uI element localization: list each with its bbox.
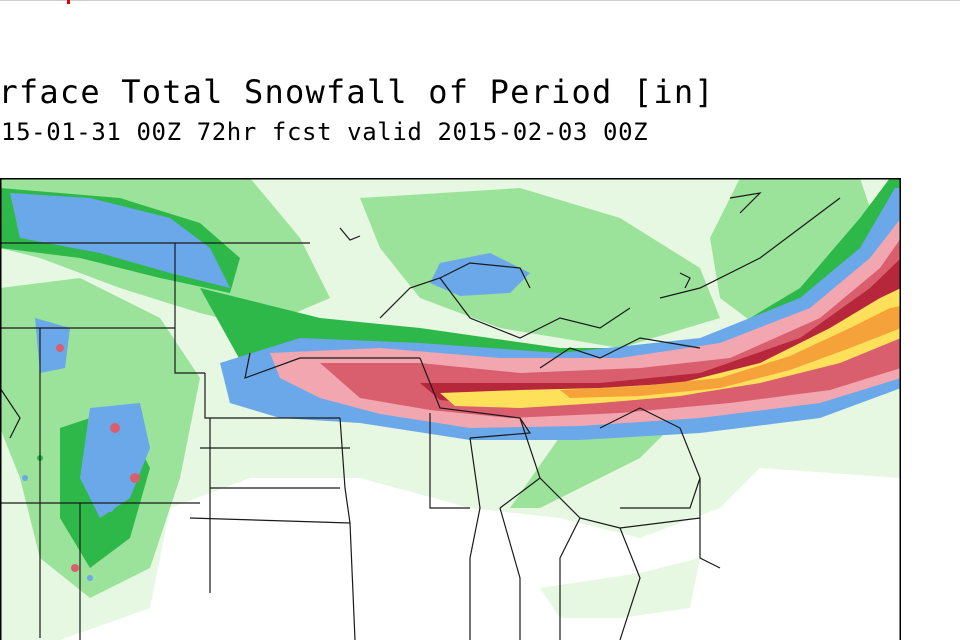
state-and-province-boundaries [0, 192, 841, 640]
red-tick-mark [67, 0, 70, 4]
map-title: urface Total Snowfall of Period [in] [0, 73, 715, 111]
snowfall-map [0, 178, 901, 640]
top-rule [0, 0, 960, 1]
mountain-snow-speckles [22, 332, 140, 581]
map-subtitle: 015-01-31 00Z 72hr fcst valid 2015-02-03… [0, 118, 649, 146]
snowfall-orange-layer [560, 306, 901, 398]
map-border [0, 178, 901, 640]
